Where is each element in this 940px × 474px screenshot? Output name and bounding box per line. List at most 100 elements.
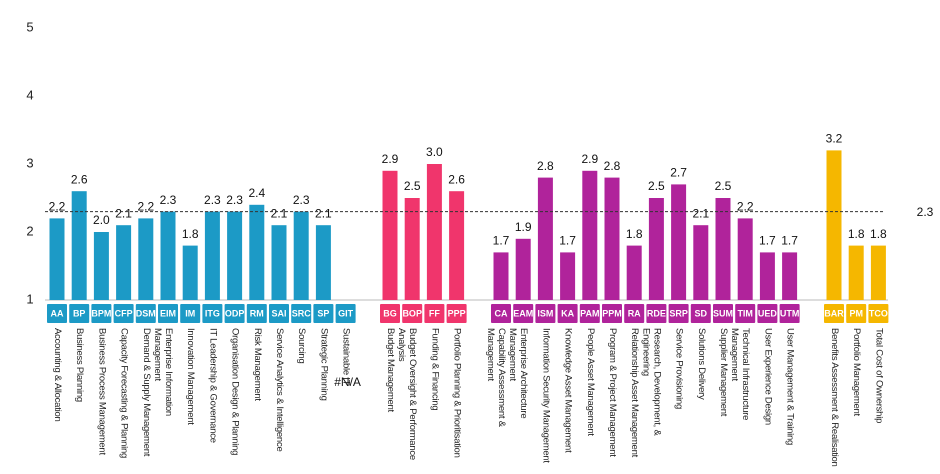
bar	[648, 198, 664, 300]
code-label: CFP	[115, 308, 133, 318]
code-box	[624, 304, 645, 323]
code-box	[646, 304, 667, 323]
bar	[271, 225, 287, 300]
code-label: TCO	[869, 308, 888, 318]
bar	[426, 164, 442, 300]
code-label: EIM	[160, 308, 176, 318]
code-box	[269, 304, 289, 323]
code-box	[602, 304, 622, 323]
category-label: Research, Development, & Engineering	[640, 328, 663, 436]
value-label: 1.9	[515, 220, 532, 234]
code-box	[846, 304, 867, 323]
category-label: People Asset Management	[584, 328, 596, 436]
code-label: IM	[185, 308, 195, 318]
value-label: 2.3	[293, 193, 310, 207]
bar	[71, 191, 87, 300]
code-box	[690, 304, 711, 323]
y-tick-label: 3	[26, 155, 33, 170]
category-label: Enterprise Architecture Management	[507, 328, 530, 419]
bar	[715, 198, 731, 300]
code-label: BAR	[824, 308, 844, 318]
category-label: Knowledge Asset Management	[562, 328, 574, 453]
bar	[782, 252, 798, 300]
category-label: Service Provisioning	[673, 328, 685, 410]
bar	[93, 232, 109, 300]
reference-label: 2.3	[917, 205, 934, 219]
category-label: Business Process Management	[96, 328, 108, 455]
bar	[693, 225, 709, 300]
value-label: 1.8	[626, 227, 643, 241]
value-label: 2.1	[115, 206, 132, 220]
bar	[848, 245, 864, 300]
value-label: 2.5	[715, 179, 732, 193]
code-label: ITG	[205, 308, 220, 318]
value-label: 1.8	[848, 227, 865, 241]
code-label: PPM	[602, 308, 622, 318]
code-label: SRP	[669, 308, 688, 318]
bar	[116, 225, 132, 300]
code-box	[335, 304, 356, 323]
code-label: SRC	[292, 308, 312, 318]
category-label: Innovation Management	[185, 328, 197, 425]
value-label: 1.7	[759, 234, 776, 248]
code-label: BPM	[91, 308, 111, 318]
value-label: 2.3	[226, 193, 243, 207]
y-tick-label: 1	[26, 291, 33, 306]
bar	[626, 245, 642, 300]
code-box	[246, 304, 267, 323]
code-box	[668, 304, 689, 323]
category-label: Accounting & Allocation	[52, 328, 63, 422]
code-label: UED	[758, 308, 778, 318]
category-label: Service Analytics & Intelligence	[274, 328, 285, 452]
code-label: PAM	[580, 308, 599, 318]
bar	[582, 170, 598, 300]
code-label: BOP	[402, 308, 422, 318]
value-label: 2.1	[315, 206, 332, 220]
code-box	[557, 304, 578, 323]
category-label: Benefits Assessment & Realisation	[829, 328, 840, 467]
bar	[671, 184, 687, 300]
code-label: AA	[51, 308, 64, 318]
value-label: 2.7	[670, 166, 687, 180]
y-tick-label: 2	[26, 223, 33, 238]
code-label: KA	[561, 308, 574, 318]
category-label: Sustainable IT	[340, 328, 352, 386]
bar	[182, 245, 198, 300]
category-label: Program & Project Management	[607, 328, 618, 457]
bar	[604, 177, 620, 300]
bar	[249, 204, 265, 300]
code-box	[180, 304, 201, 323]
code-box	[313, 304, 334, 323]
code-box	[224, 304, 245, 323]
code-box	[824, 304, 844, 323]
value-label: 2.5	[648, 179, 665, 193]
bar	[759, 252, 775, 300]
code-box	[446, 304, 467, 323]
code-box	[91, 304, 112, 323]
value-label: 2.1	[271, 206, 288, 220]
value-label: 2.6	[448, 172, 465, 186]
code-label: BP	[73, 308, 86, 318]
code-box	[69, 304, 90, 323]
category-label: Organisation Design & Planning	[229, 328, 241, 456]
code-box	[135, 304, 156, 323]
category-label: Sourcing	[296, 328, 308, 364]
category-label: Budget Management	[385, 328, 396, 412]
code-label: TIM	[737, 308, 753, 318]
code-label: SAI	[271, 308, 286, 318]
bar	[493, 252, 509, 300]
y-tick-label: 4	[26, 87, 33, 102]
category-label: Budget Oversight & Performance Analysis	[396, 328, 419, 460]
bar	[204, 211, 220, 300]
code-box	[158, 304, 178, 323]
bar	[737, 218, 753, 300]
value-label: 2.1	[692, 206, 709, 220]
code-label: GIT	[338, 308, 354, 318]
code-box	[291, 304, 312, 323]
bar	[404, 198, 420, 300]
category-label: User Management & Training	[784, 328, 796, 446]
bar	[515, 238, 531, 300]
category-label: Capability Assessment & Management	[485, 328, 507, 427]
